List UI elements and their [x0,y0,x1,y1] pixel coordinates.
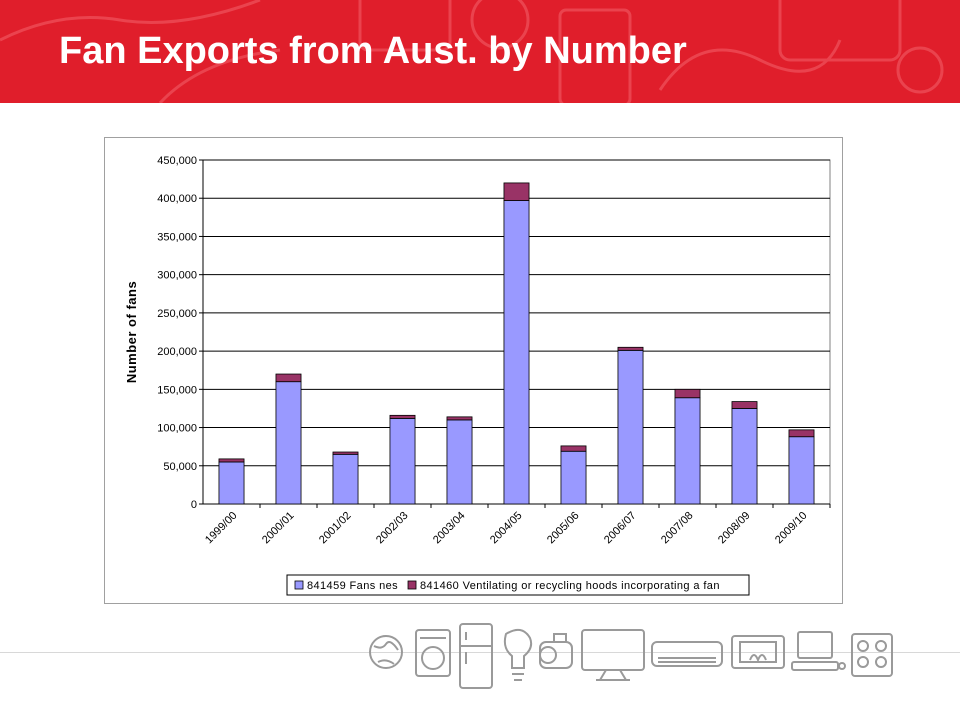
x-tick-label: 2000/01 [260,510,297,547]
x-tick-label: 2007/08 [659,510,696,547]
bar-ventilating-hoods [788,429,815,438]
legend-label: 841460 Ventilating or recycling hoods in… [420,580,720,592]
bar-ventilating-hoods [446,416,473,421]
bar-ventilating-hoods [560,445,587,452]
legend-label: 841459 Fans nes [307,580,398,592]
footer-appliance-icons [369,623,893,689]
y-tick-label: 450,000 [157,155,197,167]
y-tick-label: 350,000 [157,231,197,243]
stacked-bar-chart: 0 50,000 100,000 150,000 200,000 250,000 300,0… [124,155,831,596]
x-tick-label: 2001/02 [317,510,354,547]
bar-fans-nes [446,419,473,505]
computer-icon [791,631,846,671]
x-tick-label: 2005/06 [545,510,582,547]
legend-swatch [407,580,417,590]
bar-fans-nes [560,450,587,505]
x-tick-label: 2006/07 [602,510,639,547]
bar-fans-nes [332,453,359,505]
x-tick-label: 2009/10 [773,510,810,547]
stove-icon [851,633,893,677]
y-tick-label: 50,000 [163,461,197,473]
air-conditioner-icon [651,641,723,667]
footer-divider [0,652,960,653]
y-tick-label: 400,000 [157,193,197,205]
bar-ventilating-hoods [275,373,302,383]
bar-ventilating-hoods [218,458,245,463]
bar-ventilating-hoods [332,451,359,455]
light-bulb-icon [503,628,533,681]
chart-frame: 0 50,000 100,000 150,000 200,000 250,000 300,0… [104,137,843,604]
bar-ventilating-hoods [503,182,530,201]
y-tick-label: 0 [191,499,197,511]
legend-box [286,574,750,596]
legend-swatch [294,580,304,590]
y-tick-label: 250,000 [157,308,197,320]
header-banner: Fan Exports from Aust. by Number [0,0,960,103]
bar-fans-nes [503,200,530,505]
y-tick-label: 200,000 [157,346,197,358]
bar-ventilating-hoods [731,401,758,409]
bar-fans-nes [218,461,245,505]
bar-fans-nes [617,349,644,505]
washing-machine-icon [415,629,451,677]
bar-fans-nes [275,381,302,505]
slide-title: Fan Exports from Aust. by Number [59,30,687,72]
bar-fans-nes [731,408,758,505]
television-icon [581,629,645,681]
x-tick-label: 2003/04 [431,510,468,547]
y-tick-label: 150,000 [157,384,197,396]
globe-icon [369,635,403,669]
bar-fans-nes [788,436,815,505]
x-tick-label: 2002/03 [374,510,411,547]
bar-ventilating-hoods [617,346,644,351]
x-tick-label: 2004/05 [488,510,525,547]
motor-icon [539,633,573,669]
y-tick-label: 300,000 [157,270,197,282]
bar-ventilating-hoods [389,414,416,419]
x-tick-label: 2008/09 [716,510,753,547]
bar-ventilating-hoods [674,388,701,399]
y-tick-label: 100,000 [157,423,197,435]
banner-appliance-watermark [0,0,944,103]
x-tick-label: 1999/00 [203,510,240,547]
y-axis-label: Number of fans [124,281,139,383]
heater-icon [731,635,785,669]
bar-fans-nes [389,417,416,505]
bar-fans-nes [674,397,701,505]
refrigerator-icon [459,623,493,689]
